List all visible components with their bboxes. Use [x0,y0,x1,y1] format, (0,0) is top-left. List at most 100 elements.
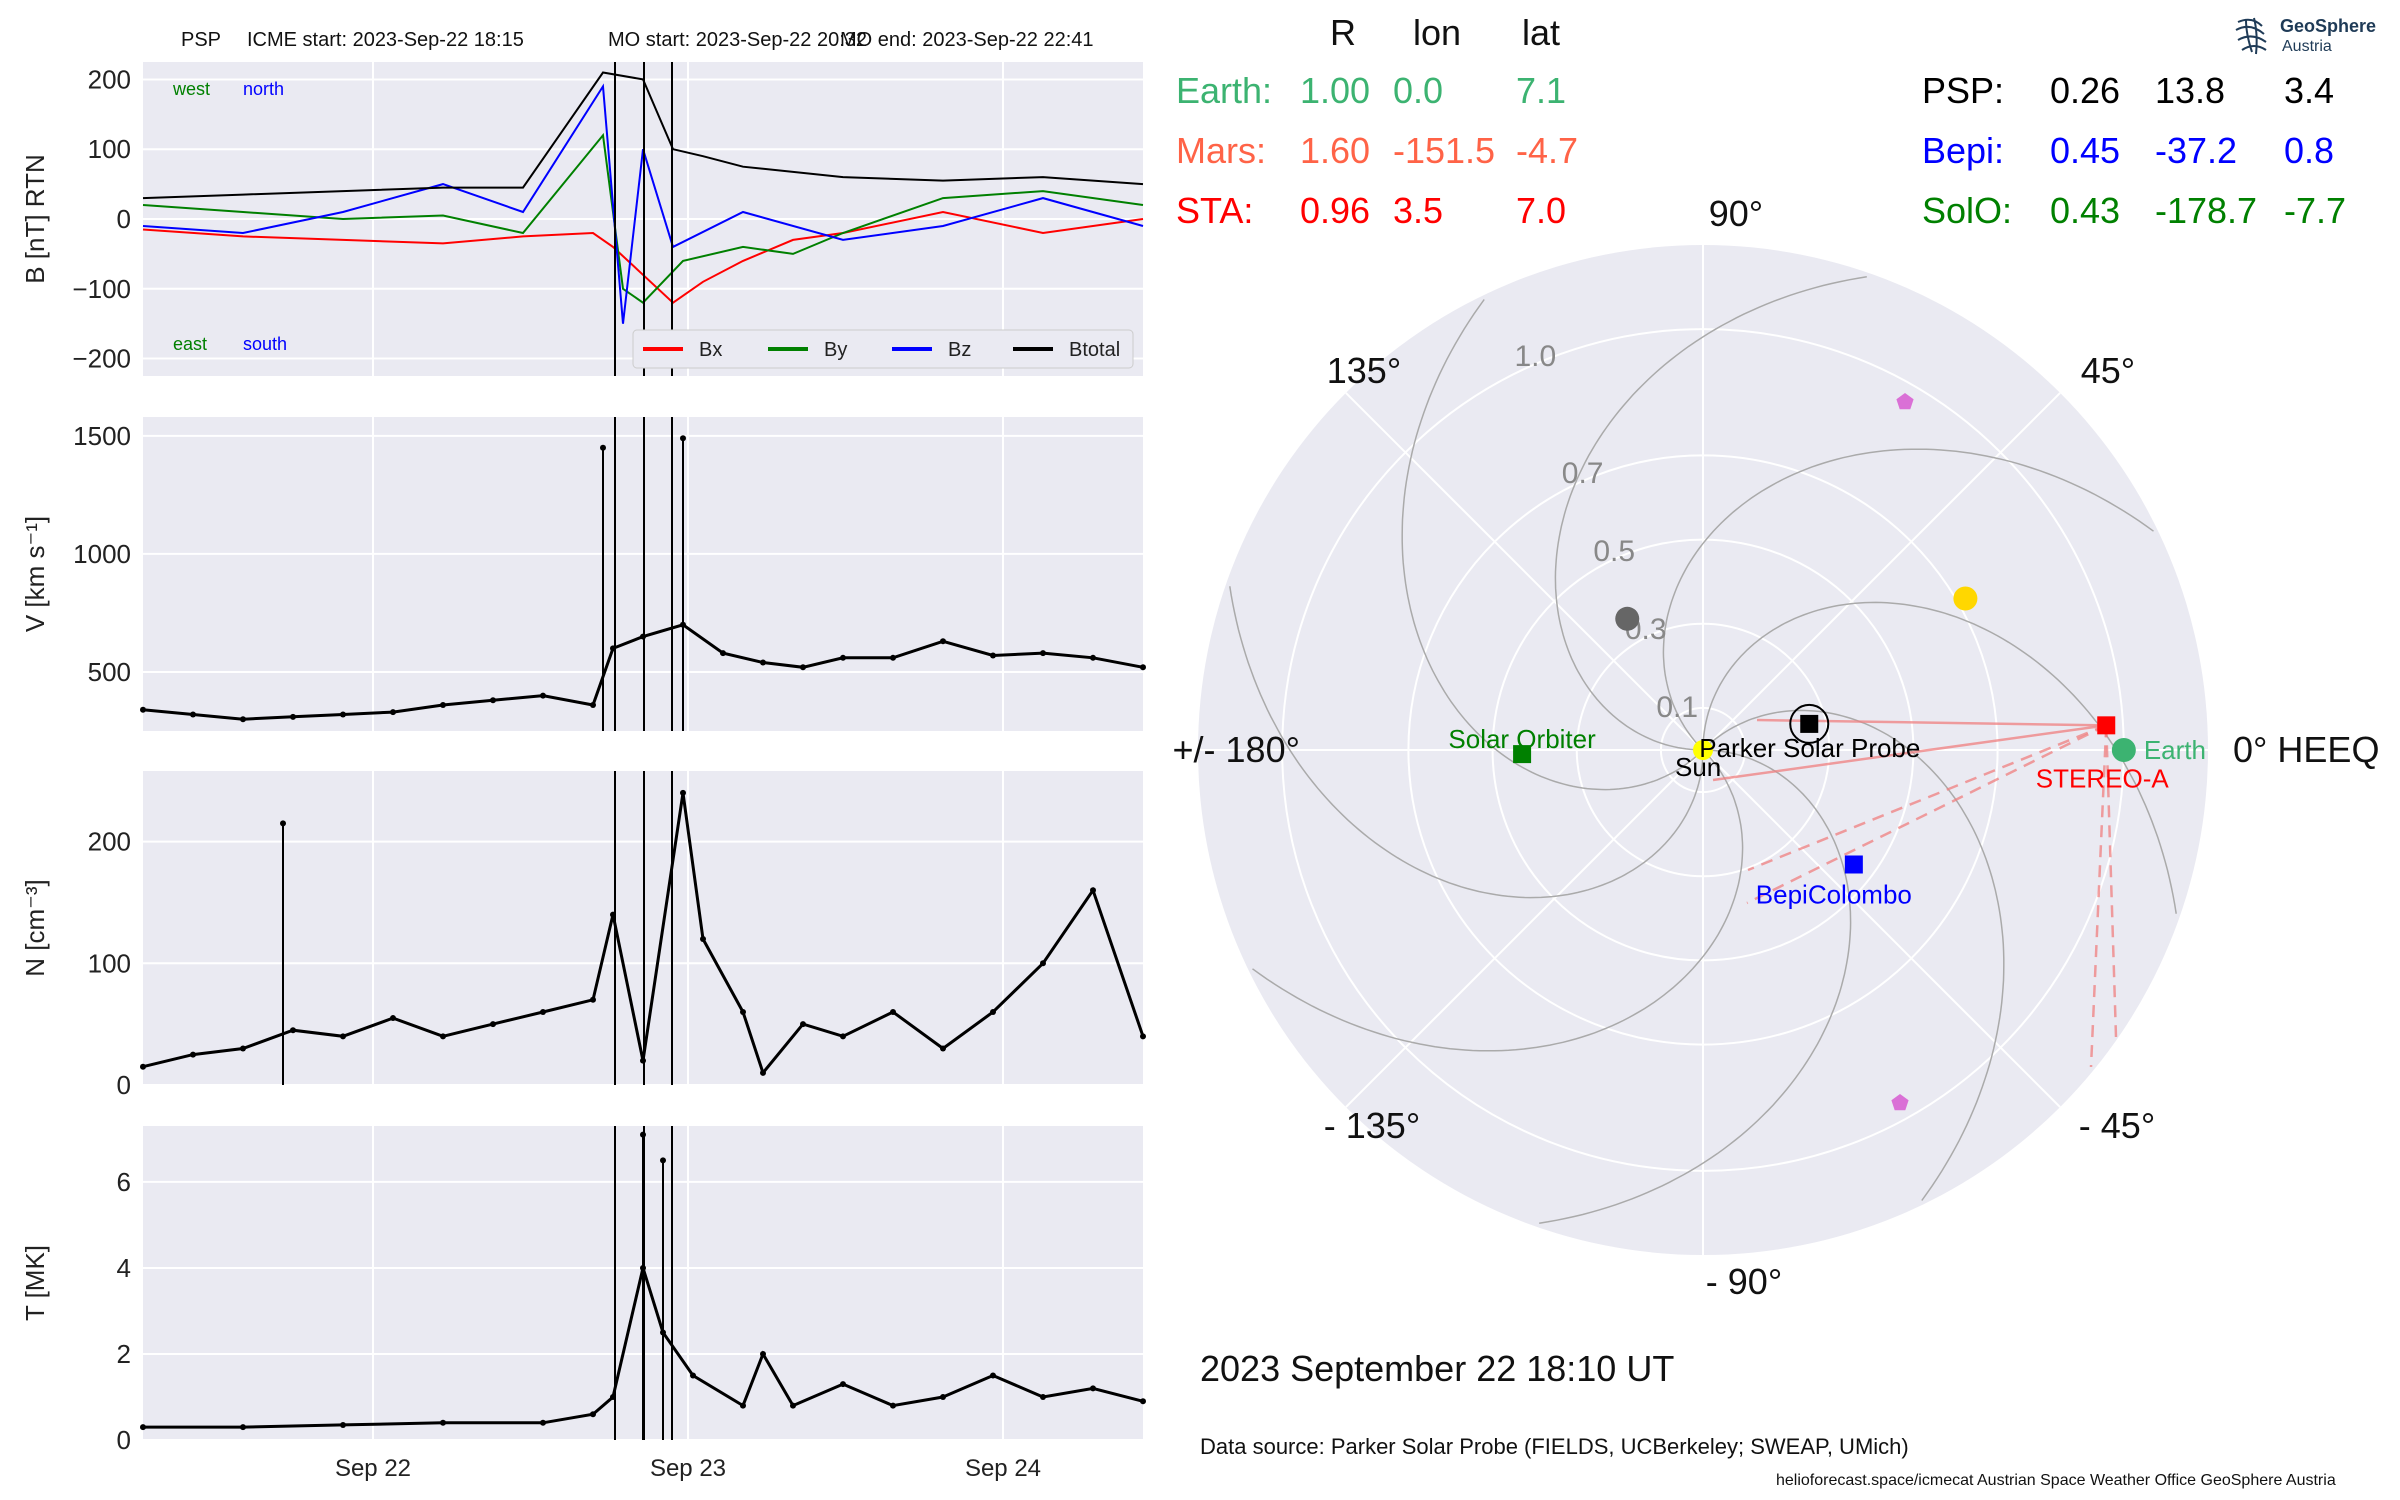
table-left-row-2-lon: 3.5 [1393,190,1444,231]
icme-start-label: ICME start: 2023-Sep-22 18:15 [247,29,524,51]
series-n-point [290,1027,296,1034]
series-t-point [990,1372,996,1379]
series-v-point [1090,654,1096,661]
series-v-point [490,697,496,704]
table-left-row-0-lon: 0.0 [1393,70,1444,111]
parker-spiral [1229,586,1704,899]
panel-T-ytick: 4 [117,1253,131,1283]
logo-line2: Austria [2282,38,2332,55]
series-n-point [990,1008,996,1015]
polar-spoke [1702,392,2061,751]
stereo-a-fov-line [1746,724,2107,905]
polar-angle-label-deg90: 90° [1709,193,1763,234]
x-tick-label: Sep 23 [650,1455,726,1482]
series-v-point [140,706,146,713]
polar-spoke [1345,392,1704,751]
series-t-point [840,1381,846,1388]
legend-label-by: By [824,339,847,361]
parker-solar-probe-marker [1800,714,1819,733]
series-n-point [590,996,596,1003]
table-right-row-0-label: PSP: [1922,70,2005,111]
panel-V-ytick: 500 [88,657,131,687]
parker-spiral [1539,749,1852,1224]
table-right-row-2-lat: -7.7 [2284,190,2347,231]
series-v-point [340,711,346,718]
polar-spoke [1345,749,1704,1108]
table-right-row-2-lon: -178.7 [2155,190,2258,231]
panel-N-ytick: 200 [88,827,131,857]
stereo-a-fov-line [2089,725,2108,1068]
series-n-point [1040,960,1046,967]
panel-V: 1500 1000 500 V [km s⁻¹] [20,417,1146,731]
x-tick-label: Sep 22 [335,1455,411,1482]
series-v-point [440,702,446,709]
series-n-point [440,1033,446,1040]
panel-T-ytick: 0 [117,1425,131,1455]
table-right-row-1-r: 0.45 [2050,130,2121,171]
polar-angle-label-deg45: 45° [2081,350,2135,391]
sun-marker [1693,740,1713,760]
sun-label: Sun [1675,752,1721,782]
legend-label-bz: Bz [948,339,971,361]
series-t-point [340,1421,346,1428]
table-left-row-2-r: 0.96 [1300,190,1371,231]
legend-label-bx: Bx [699,339,722,361]
venus-marker [1953,586,1978,611]
panel-B-ytick: 200 [88,64,131,94]
polar-angle-label-deg135: 135° [1327,350,1401,391]
table-header-r: R [1330,12,1356,53]
series-v-point [190,711,196,718]
b-west-label: west [172,79,210,99]
table-left-row-0-r: 1.00 [1300,70,1371,111]
series-n-point [340,1033,346,1040]
panel-N-ylabel: N [cm⁻³] [20,879,50,977]
panel-B-ytick: −200 [72,344,131,374]
x-tick-label: Sep 24 [965,1455,1041,1482]
panel-V-spike-point [600,444,606,451]
stereo-a-marker [2097,716,2116,735]
table-left-row-1-r: 1.60 [1300,130,1371,171]
series-n-line [142,792,1145,1076]
series-v-point [540,692,546,699]
panel-B: 200 100 0 −100 −200 B [nT] RTN west north east so… [20,62,1144,376]
mo-start-label: MO start: 2023-Sep-22 20:32 [608,29,868,51]
parker-spiral [1662,448,2154,748]
legend-label-btotal: Btotal [1069,339,1120,361]
table-left-row-1-lon: -151.5 [1393,130,1496,171]
stereo-a-fov-line [2104,725,2118,1038]
panel-T-ytick: 2 [117,1339,131,1369]
geosphere-logo-icon [2232,12,2274,58]
series-n-point [190,1051,196,1058]
series-v-point [1140,664,1146,671]
series-n-point [840,1033,846,1040]
stereo-a-fov-line [1747,724,2107,872]
panel-T-ytick: 6 [117,1167,131,1197]
series-t-point [1040,1393,1046,1400]
series-v-point [590,702,596,709]
series-t-point [740,1402,746,1409]
panel-B-ytick: 0 [117,204,131,234]
polar-radial-label: 1.0 [1514,340,1556,373]
polar-angle-label-degm90: - 90° [1706,1261,1782,1302]
series-btotal-line [142,71,1144,200]
series-n-point [240,1045,246,1052]
mo-end-label: MO end: 2023-Sep-22 22:41 [840,29,1094,51]
series-n-point [890,1008,896,1015]
solar-orbiter-marker [1513,745,1532,764]
series-v-point [290,713,296,720]
date-label: 2023 September 22 18:10 UT [1200,1348,1675,1389]
series-v-point [800,664,806,671]
earth-label: Earth [2144,735,2206,765]
mercury-marker [1615,606,1640,631]
series-t-point [440,1419,446,1426]
series-n-point [540,1008,546,1015]
series-n-point [740,1008,746,1015]
series-t-point [540,1419,546,1426]
stereo-a-fov-line [1712,724,2107,782]
data-source-label: Data source: Parker Solar Probe (FIELDS,… [1200,1434,1909,1459]
panel-T-spike-point [660,1157,666,1164]
series-t-point [790,1402,796,1409]
series-t-point [1090,1385,1096,1392]
